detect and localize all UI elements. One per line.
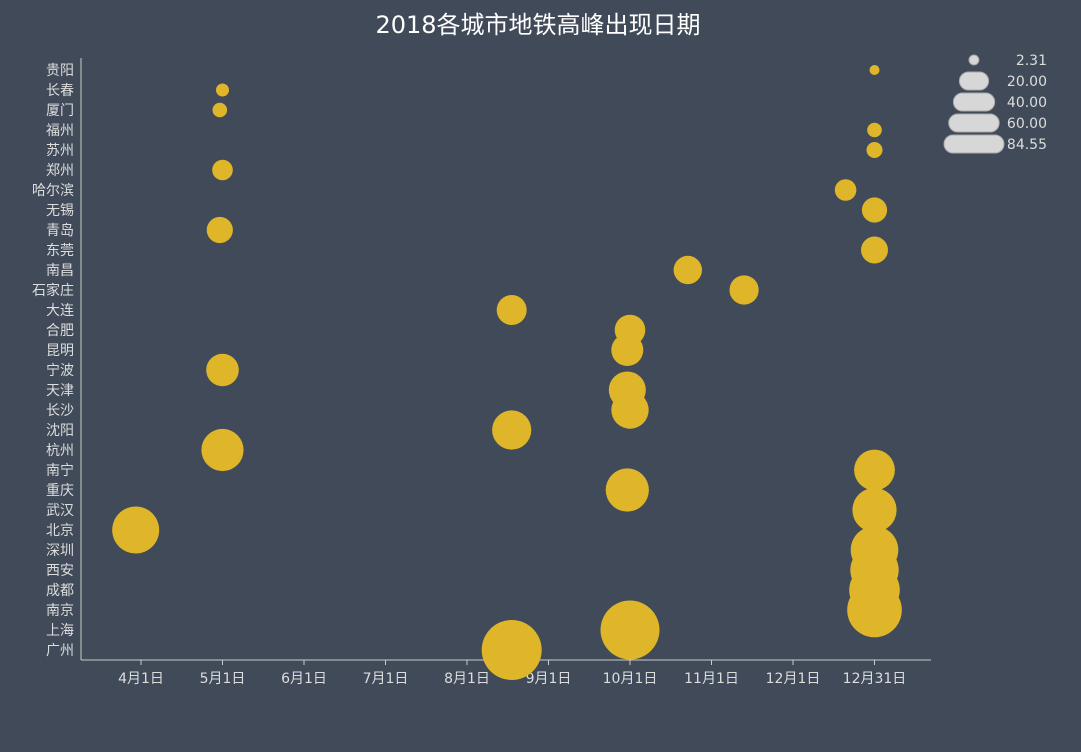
y-tick-label: 贵阳 <box>46 63 74 79</box>
data-point-宁波 <box>206 353 239 387</box>
legend-marker <box>952 92 996 112</box>
y-tick-label: 沈阳 <box>46 423 74 439</box>
x-tick-label: 12月1日 <box>766 671 821 687</box>
legend-marker <box>968 54 980 66</box>
legend-label: 60.00 <box>1007 116 1047 132</box>
legend-marker <box>958 71 990 91</box>
legend-label: 2.31 <box>1016 53 1047 69</box>
data-point-贵阳 <box>869 65 880 75</box>
x-tick-label: 5月1日 <box>200 671 246 687</box>
data-point-东莞 <box>861 236 888 264</box>
data-point-大连 <box>496 295 527 325</box>
size-legend: 2.31 20.00 40.00 60.00 84.55 <box>943 53 1047 154</box>
chart-title: 2018各城市地铁高峰出现日期 <box>375 11 700 39</box>
x-tick-label: 10月1日 <box>603 671 658 687</box>
y-tick-label: 杭州 <box>46 443 74 459</box>
data-point-南昌 <box>673 255 702 285</box>
x-tick-label: 4月1日 <box>118 671 164 687</box>
y-tick-label: 昆明 <box>46 343 74 359</box>
x-tick-label: 7月1日 <box>363 671 409 687</box>
data-point-郑州 <box>212 159 233 181</box>
y-tick-label: 南宁 <box>46 462 74 479</box>
y-tick-label: 长春 <box>46 83 74 99</box>
y-tick-label: 大连 <box>46 303 74 319</box>
y-tick-label: 北京 <box>46 523 74 539</box>
data-point-上海 <box>600 600 660 660</box>
data-point-天津 <box>608 371 646 409</box>
legend-label: 40.00 <box>1007 95 1047 111</box>
data-points <box>112 65 902 680</box>
legend-marker <box>948 113 1000 133</box>
data-point-武汉 <box>852 487 897 533</box>
y-tick-label: 石家庄 <box>32 282 74 299</box>
y-tick-label: 上海 <box>46 623 74 639</box>
data-point-深圳 <box>850 526 899 574</box>
data-point-沈阳 <box>492 410 532 450</box>
y-tick-label: 武汉 <box>46 503 74 519</box>
x-tick-label: 12月31日 <box>843 671 907 687</box>
y-tick-label: 西安 <box>46 563 74 579</box>
y-tick-label: 南京 <box>46 603 74 619</box>
legend-label: 84.55 <box>1007 137 1047 153</box>
y-tick-label: 重庆 <box>46 483 74 499</box>
data-point-合肥 <box>614 314 646 346</box>
x-axis-ticks: 4月1日 5月1日 6月1日 7月1日 8月1日 9月1日 10月1日 11月1日 12月1日 1… <box>118 660 906 687</box>
y-tick-label: 南昌 <box>46 263 74 279</box>
data-point-杭州 <box>201 428 244 472</box>
legend-marker <box>943 134 1005 154</box>
data-point-广州 <box>481 620 542 680</box>
y-tick-label: 天津 <box>46 383 74 399</box>
data-point-厦门 <box>212 102 228 118</box>
legend-label: 20.00 <box>1007 74 1047 90</box>
y-tick-label: 福州 <box>46 123 74 139</box>
x-tick-label: 8月1日 <box>444 671 490 687</box>
y-tick-label: 东莞 <box>46 243 74 259</box>
x-tick-label: 6月1日 <box>281 671 327 687</box>
y-tick-label: 长沙 <box>46 403 74 419</box>
data-point-无锡 <box>861 197 888 223</box>
y-tick-label: 宁波 <box>46 362 74 379</box>
data-point-长春 <box>216 83 229 97</box>
data-point-北京 <box>112 506 160 554</box>
x-tick-label: 9月1日 <box>526 671 572 687</box>
y-tick-label: 青岛 <box>46 223 74 239</box>
data-point-福州 <box>867 122 882 138</box>
x-tick-label: 11月1日 <box>684 671 739 687</box>
y-tick-label: 广州 <box>46 643 74 659</box>
data-point-青岛 <box>206 216 233 244</box>
y-axis-ticks: 贵阳长春厦门福州苏州郑州哈尔滨无锡青岛东莞南昌石家庄大连合肥昆明宁波天津长沙沈阳… <box>32 63 74 659</box>
data-point-苏州 <box>866 142 883 158</box>
data-point-石家庄 <box>729 275 759 305</box>
data-point-哈尔滨 <box>834 179 857 201</box>
y-tick-label: 无锡 <box>46 203 74 219</box>
y-tick-label: 深圳 <box>46 543 74 559</box>
y-tick-label: 成都 <box>46 583 74 599</box>
y-tick-label: 哈尔滨 <box>32 183 74 199</box>
y-tick-label: 厦门 <box>46 103 74 119</box>
y-tick-label: 郑州 <box>46 163 74 179</box>
y-tick-label: 合肥 <box>46 323 74 339</box>
y-tick-label: 苏州 <box>46 143 74 159</box>
data-point-南宁 <box>854 449 895 491</box>
data-point-重庆 <box>605 468 649 512</box>
